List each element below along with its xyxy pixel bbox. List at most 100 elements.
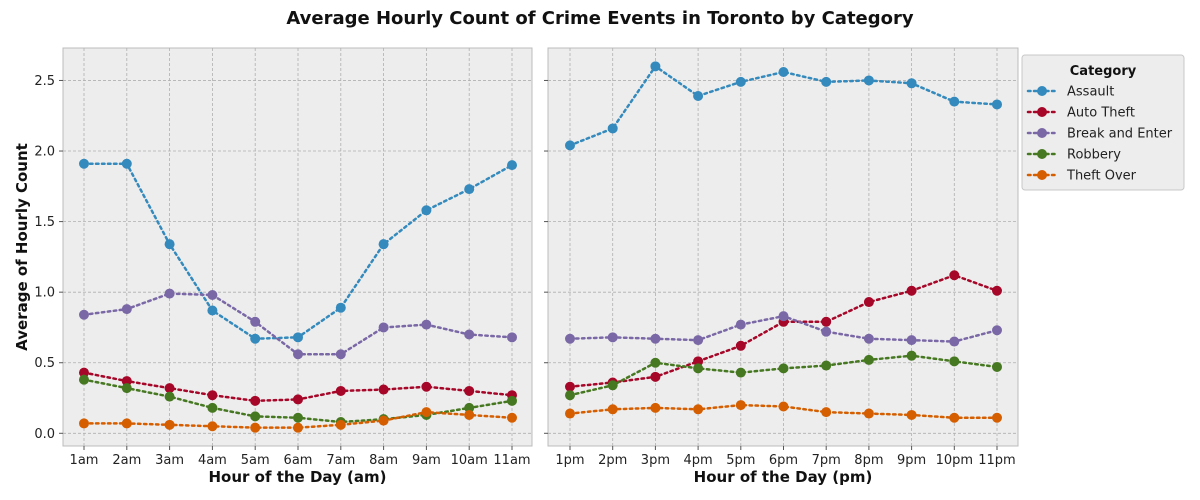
data-point	[906, 285, 917, 296]
x-tick-label: 5am	[241, 453, 270, 468]
panel-1: 0.0 0.5 1.0 1.5 2.0 2.5 1am 2am 3am 4am 5am 6am 7am 8…	[34, 47, 533, 486]
legend-label: Assault	[1067, 85, 1114, 100]
data-point	[421, 381, 432, 392]
x-tick-label: 1pm	[555, 453, 584, 468]
data-point	[79, 158, 89, 169]
data-point	[949, 336, 960, 347]
data-point	[906, 335, 917, 346]
data-point	[164, 419, 175, 430]
data-point	[607, 332, 618, 343]
data-point	[421, 205, 432, 216]
data-point	[121, 418, 132, 429]
legend-marker	[1037, 128, 1047, 138]
legend-label: Auto Theft	[1067, 106, 1135, 121]
data-point	[507, 412, 517, 423]
x-tick-label: 4pm	[684, 453, 713, 468]
data-point	[992, 325, 1002, 336]
data-point	[464, 385, 475, 396]
x-tick-label: 2am	[112, 453, 141, 468]
x-tick-label: 2pm	[598, 453, 627, 468]
legend-box	[1021, 54, 1185, 191]
data-point	[293, 349, 303, 360]
data-point	[650, 61, 661, 72]
data-point	[863, 354, 874, 365]
data-point	[693, 404, 704, 415]
legend-marker	[1037, 107, 1047, 117]
data-point	[821, 326, 832, 337]
data-point	[778, 401, 789, 412]
series-break-and-enter	[79, 288, 517, 360]
legend-marker	[1037, 170, 1047, 180]
data-point	[565, 333, 575, 344]
series-robbery	[565, 350, 1002, 401]
data-point	[250, 395, 261, 406]
data-point	[121, 383, 132, 394]
series-line	[568, 403, 999, 420]
data-point	[992, 285, 1002, 296]
data-point	[79, 367, 89, 378]
data-point	[507, 160, 517, 171]
data-point	[863, 75, 874, 86]
panel-2: 1pm 2pm 3pm 4pm 5pm 6pm 7pm 8pm 9pm 10pm 11pm Hour …	[544, 47, 1019, 486]
data-point	[863, 297, 874, 308]
data-point	[650, 357, 661, 368]
data-point	[565, 390, 575, 401]
data-point	[821, 360, 832, 371]
series-auto-theft	[79, 367, 517, 406]
data-point	[906, 350, 917, 361]
legend-label: Theft Over	[1066, 169, 1137, 184]
data-point	[250, 411, 261, 422]
x-tick-label: 3pm	[641, 453, 670, 468]
data-point	[992, 412, 1002, 423]
data-point	[378, 239, 389, 250]
data-point	[693, 90, 704, 101]
series-assault	[79, 158, 517, 344]
data-point	[293, 412, 303, 423]
x-axis-label: Hour of the Day (am)	[208, 468, 386, 486]
data-point	[207, 421, 218, 432]
x-tick-label: 4am	[198, 453, 227, 468]
data-point	[735, 319, 746, 330]
data-point	[79, 374, 89, 385]
series-theft-over	[79, 407, 517, 433]
chart-title: Average Hourly Count of Crime Events in …	[286, 8, 914, 29]
legend-label: Robbery	[1067, 148, 1121, 163]
legend: Category Assault Auto Theft Break and Enter…	[1021, 54, 1185, 191]
data-point	[906, 409, 917, 420]
data-point	[464, 329, 475, 340]
y-tick-label: 0.0	[34, 427, 55, 442]
data-point	[949, 356, 960, 367]
data-point	[778, 363, 789, 374]
data-point	[421, 407, 432, 418]
data-point	[250, 316, 261, 327]
data-point	[79, 309, 89, 320]
x-tick-label: 7pm	[812, 453, 841, 468]
x-tick-label: 6pm	[769, 453, 798, 468]
data-point	[821, 76, 832, 87]
data-point	[778, 66, 789, 77]
data-point	[821, 316, 832, 327]
data-point	[693, 335, 704, 346]
data-point	[378, 384, 389, 395]
y-tick-label: 1.5	[34, 215, 55, 230]
data-point	[949, 96, 960, 107]
data-point	[164, 391, 175, 402]
legend-label: Break and Enter	[1067, 127, 1173, 142]
data-point	[335, 419, 346, 430]
data-point	[250, 422, 261, 433]
series-robbery	[79, 374, 517, 428]
y-tick-label: 2.5	[34, 74, 55, 89]
x-tick-label: 11pm	[978, 453, 1015, 468]
data-point	[863, 333, 874, 344]
x-tick-label: 10pm	[936, 453, 973, 468]
y-tick-label: 0.5	[34, 356, 55, 371]
y-tick-label: 2.0	[34, 145, 55, 160]
data-point	[335, 302, 346, 313]
data-point	[906, 78, 917, 89]
x-tick-label: 11am	[493, 453, 530, 468]
data-point	[293, 332, 303, 343]
x-axis-label: Hour of the Day (pm)	[694, 468, 873, 486]
x-tick-label: 9pm	[897, 453, 926, 468]
data-point	[464, 184, 475, 195]
